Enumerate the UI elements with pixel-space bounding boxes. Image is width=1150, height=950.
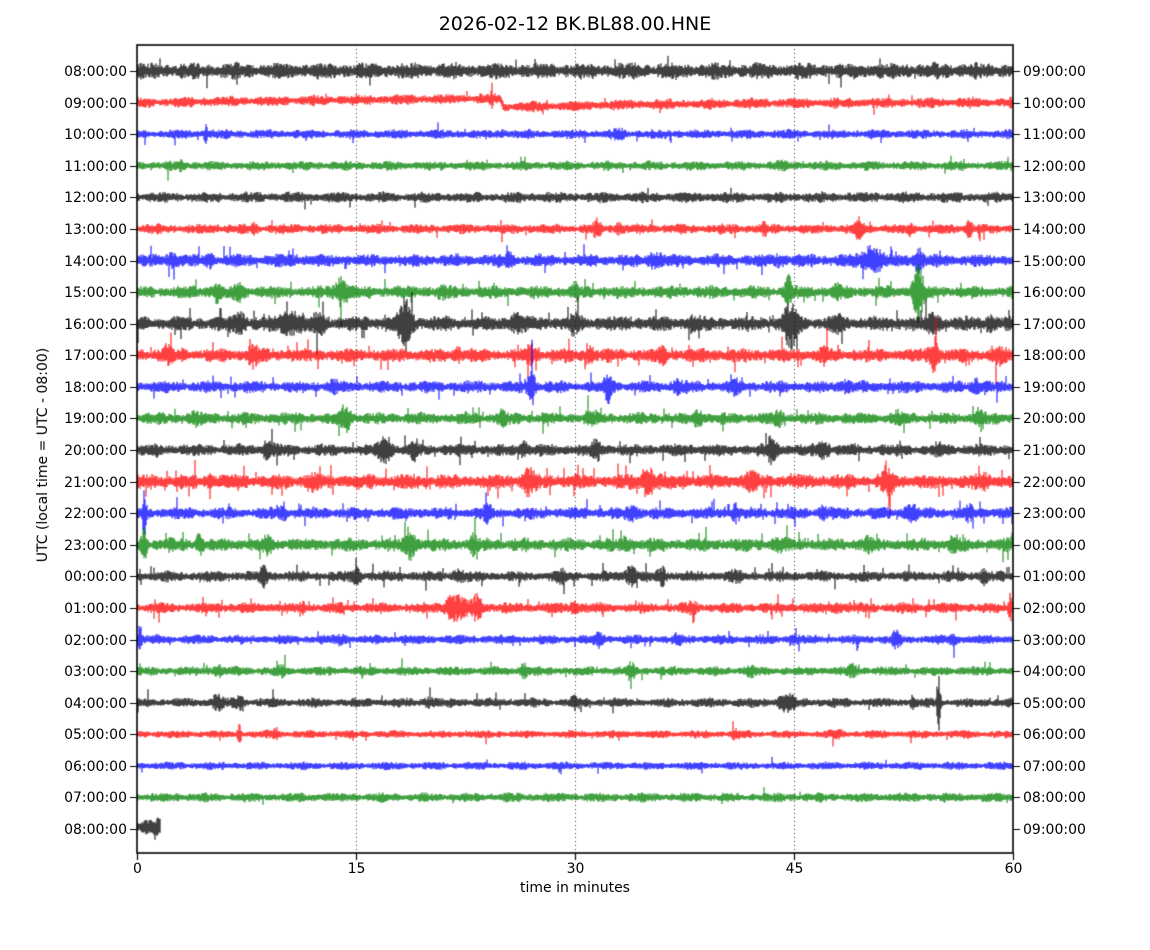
right-time-label: 08:00:00 xyxy=(1023,789,1086,806)
x-tick-label: 0 xyxy=(133,861,142,877)
utc-time-label: 14:00:00 xyxy=(64,253,127,270)
right-time-label: 09:00:00 xyxy=(1023,63,1086,80)
utc-time-label: 10:00:00 xyxy=(64,126,127,143)
utc-time-label: 12:00:00 xyxy=(64,189,127,206)
right-time-label: 07:00:00 xyxy=(1023,758,1086,775)
right-time-label: 01:00:00 xyxy=(1023,568,1086,585)
utc-time-label: 06:00:00 xyxy=(64,758,127,775)
utc-time-label: 16:00:00 xyxy=(64,316,127,333)
utc-time-label: 21:00:00 xyxy=(64,474,127,491)
utc-time-label: 17:00:00 xyxy=(64,347,127,364)
x-tick-label: 30 xyxy=(566,861,585,877)
utc-time-label: 01:00:00 xyxy=(64,600,127,617)
utc-time-label: 11:00:00 xyxy=(64,158,127,175)
utc-time-label: 18:00:00 xyxy=(64,379,127,396)
utc-time-label: 20:00:00 xyxy=(64,442,127,459)
right-time-label: 13:00:00 xyxy=(1023,189,1086,206)
utc-time-label: 04:00:00 xyxy=(64,695,127,712)
utc-time-label: 13:00:00 xyxy=(64,221,127,238)
right-time-label: 22:00:00 xyxy=(1023,474,1086,491)
utc-time-label: 02:00:00 xyxy=(64,632,127,649)
right-time-label: 00:00:00 xyxy=(1023,537,1086,554)
utc-time-label: 19:00:00 xyxy=(64,410,127,427)
utc-time-label: 09:00:00 xyxy=(64,95,127,112)
utc-time-label: 00:00:00 xyxy=(64,568,127,585)
right-time-label: 23:00:00 xyxy=(1023,505,1086,522)
right-time-label: 17:00:00 xyxy=(1023,316,1086,333)
x-tick-label: 60 xyxy=(1004,861,1023,877)
utc-time-label: 23:00:00 xyxy=(64,537,127,554)
utc-time-label: 03:00:00 xyxy=(64,663,127,680)
right-time-label: 15:00:00 xyxy=(1023,253,1086,270)
right-time-label: 05:00:00 xyxy=(1023,695,1086,712)
chart-title: 2026-02-12 BK.BL88.00.HNE xyxy=(438,13,712,35)
utc-time-label: 15:00:00 xyxy=(64,284,127,301)
right-time-label: 02:00:00 xyxy=(1023,600,1086,617)
right-time-label: 03:00:00 xyxy=(1023,632,1086,649)
right-time-label: 12:00:00 xyxy=(1023,158,1086,175)
right-time-label: 16:00:00 xyxy=(1023,284,1086,301)
utc-time-label: 08:00:00 xyxy=(64,821,127,838)
right-time-label: 18:00:00 xyxy=(1023,347,1086,364)
x-tick-label: 45 xyxy=(785,861,804,877)
right-time-label: 14:00:00 xyxy=(1023,221,1086,238)
right-time-label: 04:00:00 xyxy=(1023,663,1086,680)
x-tick-label: 15 xyxy=(347,861,366,877)
right-time-label: 20:00:00 xyxy=(1023,410,1086,427)
right-time-label: 06:00:00 xyxy=(1023,726,1086,743)
utc-time-label: 05:00:00 xyxy=(64,726,127,743)
utc-time-label: 22:00:00 xyxy=(64,505,127,522)
right-time-label: 10:00:00 xyxy=(1023,95,1086,112)
utc-time-label: 08:00:00 xyxy=(64,63,127,80)
right-time-label: 21:00:00 xyxy=(1023,442,1086,459)
right-time-label: 11:00:00 xyxy=(1023,126,1086,143)
x-axis-label: time in minutes xyxy=(520,880,630,896)
utc-time-label: 07:00:00 xyxy=(64,789,127,806)
right-time-label: 09:00:00 xyxy=(1023,821,1086,838)
right-time-label: 19:00:00 xyxy=(1023,379,1086,396)
